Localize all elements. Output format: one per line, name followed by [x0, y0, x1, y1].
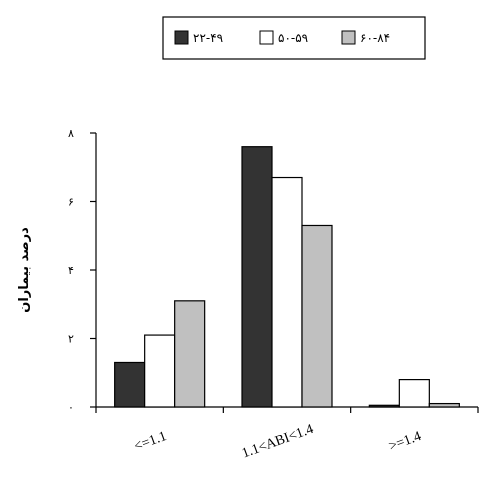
legend-swatch — [342, 31, 355, 44]
legend-swatch — [260, 31, 273, 44]
y-axis-label: درصد بیماران — [17, 227, 32, 313]
category-labels: <=1.1 1.1<ABI<1.4 >=1.4 — [132, 422, 423, 462]
legend: ۲۲-۴۹ ۵۰-۵۹ ۶۰-۸۴ — [163, 17, 425, 59]
y-ticks: ۰ ۲ ۴ ۶ ۸ — [68, 127, 96, 414]
bar — [175, 301, 205, 407]
bar — [429, 404, 459, 407]
bar — [302, 225, 332, 407]
bar — [369, 405, 399, 407]
bar — [272, 178, 302, 407]
y-tick-label: ۰ — [68, 401, 74, 414]
bars — [115, 147, 460, 407]
y-tick-label: ۴ — [68, 264, 74, 277]
legend-label: ۲۲-۴۹ — [193, 31, 223, 45]
x-category-label: <=1.1 — [132, 429, 168, 454]
bar — [115, 362, 145, 407]
y-tick-label: ۲ — [68, 333, 74, 346]
x-category-label: >=1.4 — [387, 429, 423, 454]
bar — [242, 147, 272, 407]
y-tick-label: ۶ — [68, 196, 74, 209]
legend-label: ۶۰-۸۴ — [360, 31, 390, 45]
legend-label: ۵۰-۵۹ — [278, 31, 308, 45]
legend-swatch — [175, 31, 188, 44]
y-tick-label: ۸ — [68, 127, 74, 140]
bar — [145, 335, 175, 407]
x-category-label: 1.1<ABI<1.4 — [240, 422, 316, 462]
x-ticks — [96, 407, 478, 413]
bar — [399, 380, 429, 407]
